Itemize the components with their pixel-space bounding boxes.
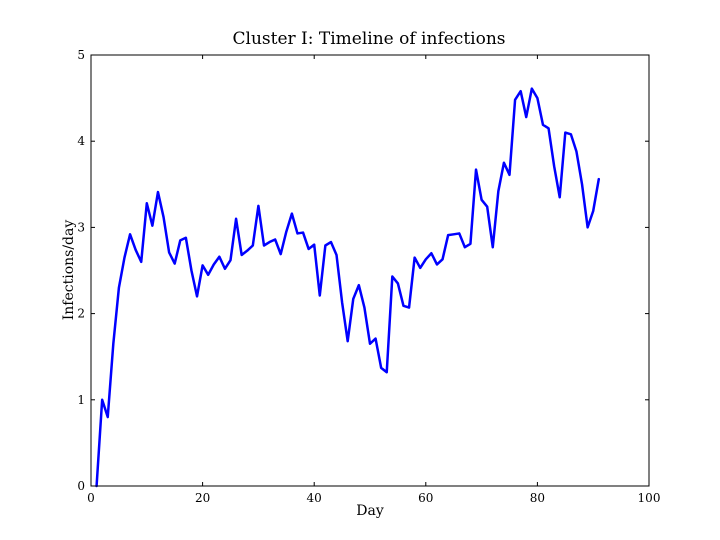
y-tick-label: 5 — [77, 48, 85, 62]
y-tick-label: 4 — [77, 134, 85, 148]
x-axis-label: Day — [356, 503, 384, 519]
axes-frame — [90, 54, 650, 487]
x-tick-label: 20 — [195, 491, 210, 505]
x-tick-label: 100 — [638, 491, 661, 505]
series-line — [95, 87, 601, 488]
chart-title: Cluster I: Timeline of infections — [233, 29, 506, 49]
x-tick-label: 0 — [87, 491, 95, 505]
y-tick-label: 2 — [77, 307, 85, 321]
plot-area — [95, 87, 601, 488]
y-tick-label: 3 — [77, 220, 85, 234]
x-tick-label: 60 — [418, 491, 433, 505]
x-tick-label: 40 — [307, 491, 322, 505]
x-tick-label: 80 — [530, 491, 545, 505]
y-tick-label: 0 — [77, 479, 85, 493]
y-tick-label: 1 — [77, 393, 85, 407]
y-axis-label: Infections/day — [61, 220, 77, 321]
